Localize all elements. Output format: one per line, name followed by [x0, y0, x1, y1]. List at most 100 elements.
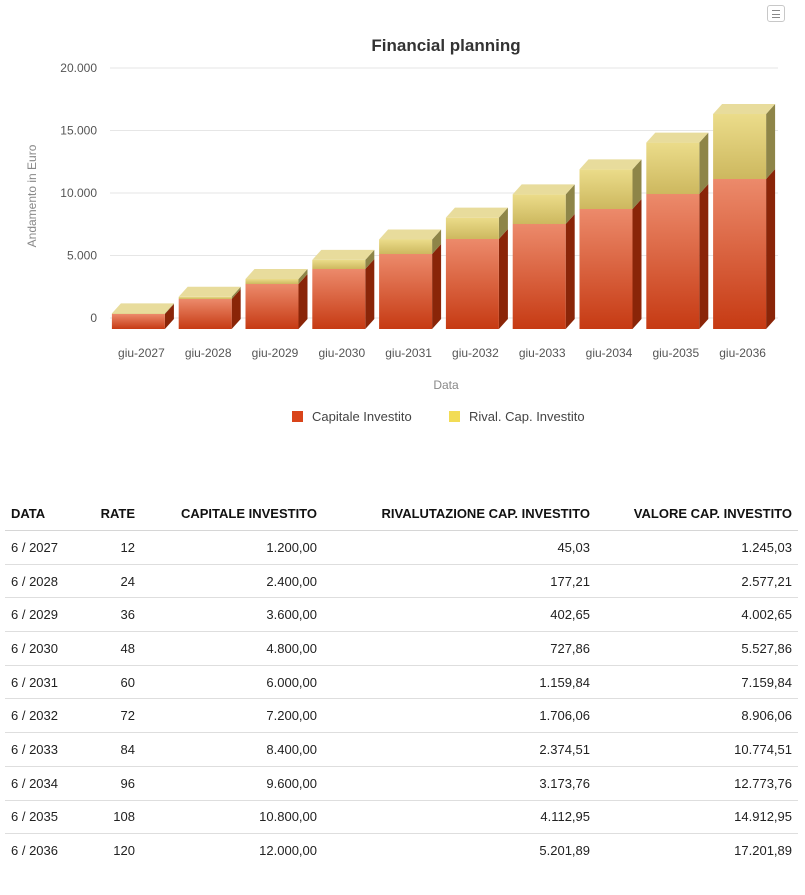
cell-data: 6 / 2032 — [5, 698, 79, 734]
bar-capitale-side — [164, 304, 174, 329]
cell-rivalutazione: 402,65 — [323, 597, 596, 633]
cell-rate: 72 — [79, 698, 141, 734]
cell-rivalutazione: 4.112,95 — [323, 800, 596, 835]
legend-label-rival: Rival. Cap. Investito — [469, 409, 585, 424]
bar-rival-side — [298, 268, 308, 284]
cell-capitale: 1.200,00 — [141, 530, 323, 565]
x-tick-label: giu-2029 — [252, 346, 299, 360]
cell-data: 6 / 2027 — [5, 530, 79, 565]
table-row: 6 / 2036 120 12.000,00 5.201,89 17.201,89 — [5, 834, 798, 867]
bar-rival — [178, 296, 232, 299]
header-valore: VALORE CAP. INVESTITO — [596, 497, 798, 531]
bar-capitale — [713, 179, 767, 329]
table-row: 6 / 2030 48 4.800,00 727,86 5.527,86 — [5, 631, 798, 666]
cell-rivalutazione: 45,03 — [323, 530, 596, 565]
bar-rival-side — [498, 207, 508, 239]
bar-rival-side — [231, 286, 241, 299]
cell-rate: 108 — [79, 800, 141, 835]
cell-valore: 5.527,86 — [596, 631, 798, 666]
table-row: 6 / 2032 72 7.200,00 1.706,06 8.906,06 — [5, 698, 798, 734]
bar-rival — [245, 278, 299, 284]
cell-data: 6 / 2036 — [11, 843, 58, 859]
bar-rival-side — [766, 103, 776, 179]
cell-rate: 120 — [113, 843, 135, 859]
bar-rival-top — [178, 286, 241, 297]
table-row: 6 / 2035 108 10.800,00 4.112,95 14.912,95 — [5, 800, 798, 835]
bar-capitale-side — [231, 289, 241, 329]
y-tick-label: 0 — [90, 311, 97, 325]
bar-capitale — [245, 284, 299, 329]
cell-valore: 4.002,65 — [596, 597, 798, 633]
bar-capitale — [111, 314, 165, 329]
cell-rate: 36 — [79, 597, 141, 633]
bar-capitale-side — [365, 259, 375, 329]
y-axis-label: Andamento in Euro — [25, 144, 39, 247]
cell-data: 6 / 2034 — [5, 766, 79, 801]
x-tick-label: giu-2030 — [318, 346, 365, 360]
cell-rate: 48 — [79, 631, 141, 666]
header-rivalutazione: RIVALUTAZIONE CAP. INVESTITO — [323, 497, 596, 531]
bar-capitale — [178, 299, 232, 329]
bar-rival-top — [579, 159, 642, 170]
cell-capitale: 8.400,00 — [141, 732, 323, 767]
header-data: DATA — [5, 497, 79, 531]
cell-capitale: 4.800,00 — [141, 631, 323, 666]
cell-valore: 1.245,03 — [596, 530, 798, 565]
x-tick-label: giu-2032 — [452, 346, 499, 360]
cell-valore: 8.906,06 — [596, 698, 798, 734]
cell-valore: 2.577,21 — [596, 564, 798, 599]
bar-rival-side — [565, 184, 575, 224]
y-tick-label: 10.000 — [60, 186, 97, 200]
cell-capitale: 9.600,00 — [141, 766, 323, 801]
bar-rival — [512, 194, 566, 224]
bar-rival — [379, 239, 433, 254]
cell-rate: 84 — [79, 732, 141, 767]
x-tick-label: giu-2031 — [385, 346, 432, 360]
bar-rival — [579, 169, 633, 209]
table-header-row: DATA RATE CAPITALE INVESTITO RIVALUTAZIO… — [5, 497, 798, 531]
cell-rate: 12 — [79, 530, 141, 565]
bar-rival — [646, 142, 700, 194]
bar-rival-top — [245, 268, 308, 279]
cell-data: 6 / 2030 — [5, 631, 79, 666]
bar-capitale — [512, 224, 566, 329]
header-rate: RATE — [79, 497, 141, 531]
cell-rivalutazione: 2.374,51 — [323, 732, 596, 767]
bar-rival-side — [432, 229, 442, 254]
bar-rival-top — [713, 103, 776, 114]
cell-data: 6 / 2029 — [5, 597, 79, 633]
bar-rival — [111, 313, 165, 314]
bar-rival-top — [312, 249, 375, 260]
header-capitale-investito: CAPITALE INVESTITO — [141, 497, 323, 531]
x-tick-label: giu-2035 — [652, 346, 699, 360]
bar-capitale — [379, 254, 433, 329]
cell-rate: 24 — [79, 564, 141, 599]
bar-capitale-side — [432, 244, 442, 329]
bar-capitale-side — [298, 274, 308, 329]
bar-rival-top — [445, 207, 508, 218]
bar-capitale — [312, 269, 366, 329]
chart-title: Financial planning — [371, 36, 520, 55]
chart-container: Financial planning 0 5.000 10.000 15.000 20.0… — [0, 0, 805, 440]
cell-valore: 10.774,51 — [596, 732, 798, 767]
bar-capitale — [445, 239, 499, 329]
cell-rivalutazione: 1.706,06 — [323, 698, 596, 734]
x-tick-label: giu-2028 — [185, 346, 232, 360]
x-tick-label: giu-2036 — [719, 346, 766, 360]
y-tick-label: 15.000 — [60, 124, 97, 138]
stacked-bar-chart: Financial planning 0 5.000 10.000 15.000 20.0… — [25, 36, 778, 424]
y-tick-label: 5.000 — [67, 249, 97, 263]
cell-capitale: 6.000,00 — [141, 665, 323, 700]
cell-data: 6 / 2028 — [5, 564, 79, 599]
chart-menu-button[interactable] — [767, 5, 785, 22]
table-row: 6 / 2031 60 6.000,00 1.159,84 7.159,84 — [5, 665, 798, 700]
cell-rivalutazione: 177,21 — [323, 564, 596, 599]
cell-valore: 17.201,89 — [734, 843, 792, 859]
bar-capitale-side — [699, 184, 709, 329]
cell-rate: 96 — [79, 766, 141, 801]
bar-capitale-side — [632, 199, 642, 329]
cell-rivalutazione: 3.173,76 — [323, 766, 596, 801]
cell-capitale: 10.800,00 — [141, 800, 323, 835]
cell-capitale: 3.600,00 — [141, 597, 323, 633]
cell-data: 6 / 2033 — [5, 732, 79, 767]
